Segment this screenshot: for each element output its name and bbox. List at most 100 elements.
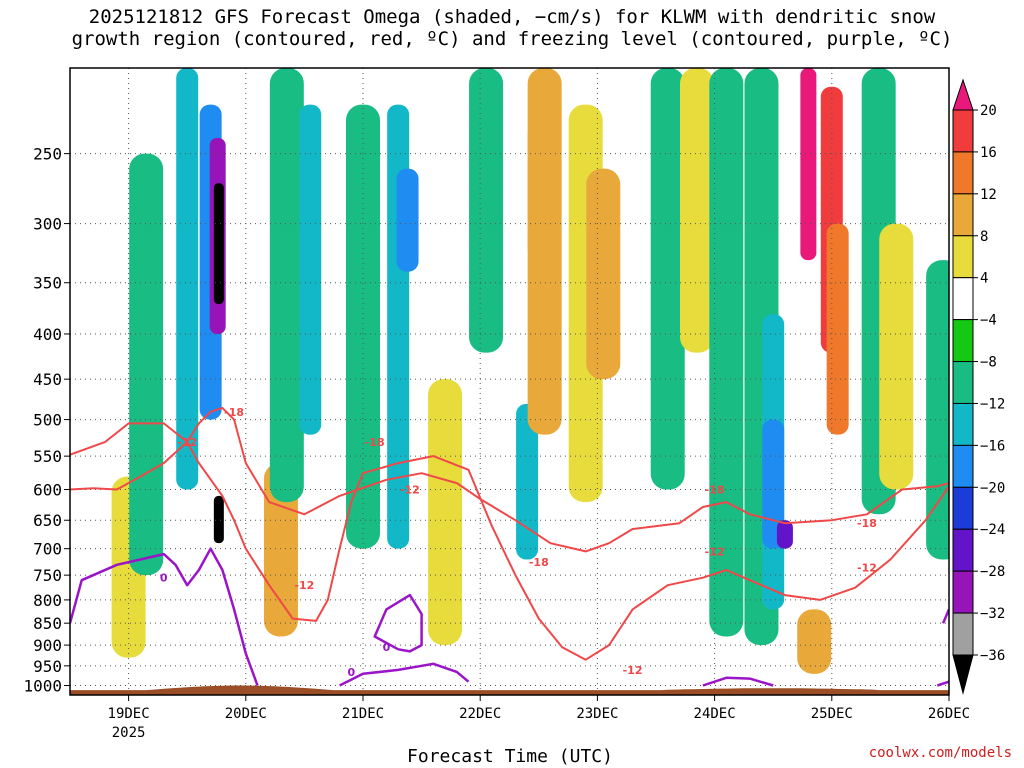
omega-region bbox=[776, 520, 793, 549]
chart-title-line-1: 2025121812 GFS Forecast Omega (shaded, −… bbox=[88, 6, 936, 28]
x-tick-sublabel: 2025 bbox=[112, 725, 146, 741]
colorbar-label: 20 bbox=[980, 103, 997, 119]
colorbar-label: −32 bbox=[980, 606, 1005, 622]
colorbar-band bbox=[952, 528, 974, 572]
freezing-contour-label: 0 bbox=[383, 641, 391, 654]
x-axis-label: Forecast Time (UTC) bbox=[407, 746, 613, 767]
x-tick-label: 21DEC bbox=[342, 706, 384, 722]
omega-region bbox=[797, 609, 832, 674]
omega-region bbox=[586, 168, 621, 380]
x-tick-label: 26DEC bbox=[928, 706, 970, 722]
x-tick-label: 22DEC bbox=[459, 706, 501, 722]
colorbar: 20 16 12 8 4 −4 −8 −12 −16 −20 −24 −28 −32 −36 bbox=[952, 78, 1005, 695]
omega-region bbox=[527, 68, 562, 435]
omega-region bbox=[129, 153, 164, 576]
colorbar-band bbox=[952, 78, 974, 111]
y-tick-label: 650 bbox=[33, 511, 62, 530]
dgz-contour-label: -12 bbox=[705, 545, 725, 558]
y-tick-label: 700 bbox=[33, 540, 62, 559]
colorbar-label: −8 bbox=[980, 355, 997, 371]
y-tick-label: 400 bbox=[33, 325, 62, 344]
x-tick-label: 19DEC bbox=[108, 706, 150, 722]
colorbar-label: −36 bbox=[980, 648, 1005, 664]
y-tick-label: 850 bbox=[33, 614, 62, 633]
x-tick-label: 25DEC bbox=[811, 706, 853, 722]
dgz-contour bbox=[70, 422, 949, 661]
colorbar-band bbox=[952, 570, 974, 614]
colorbar-band bbox=[952, 151, 974, 195]
x-tick-label: 24DEC bbox=[694, 706, 736, 722]
colorbar-band bbox=[952, 319, 974, 363]
omega-region bbox=[213, 183, 224, 305]
colorbar-band bbox=[952, 109, 974, 153]
freezing-contour bbox=[936, 680, 949, 687]
dgz-contour-label: -18 bbox=[224, 406, 244, 419]
omega-region bbox=[263, 463, 298, 637]
omega-region bbox=[346, 104, 380, 549]
colorbar-band bbox=[952, 193, 974, 237]
omega-region bbox=[680, 68, 715, 353]
freezing-contour bbox=[702, 676, 774, 687]
x-tick-label: 20DEC bbox=[225, 706, 267, 722]
colorbar-label: −20 bbox=[980, 480, 1005, 496]
colorbar-label: 8 bbox=[980, 229, 988, 245]
colorbar-band bbox=[952, 654, 974, 695]
contour-labels: -18 -12 -18 -12 -18 -12 -12 -18 -12 -18 -12 0 0 0 bbox=[160, 406, 877, 679]
colorbar-band bbox=[952, 612, 974, 656]
freezing-contour bbox=[373, 593, 423, 653]
omega-region bbox=[469, 68, 504, 353]
omega-region bbox=[879, 223, 914, 490]
dgz-contour-label: -18 bbox=[857, 517, 877, 530]
y-tick-label: 350 bbox=[33, 274, 62, 293]
terrain-fill bbox=[70, 685, 949, 695]
freezing-contour-label: 0 bbox=[160, 572, 168, 585]
y-tick-label: 750 bbox=[33, 566, 62, 585]
plot-frame bbox=[69, 67, 950, 696]
freezing-contour bbox=[339, 662, 470, 687]
colorbar-label: −12 bbox=[980, 396, 1005, 412]
y-tick-label: 950 bbox=[33, 657, 62, 676]
freezing-contour-label: 0 bbox=[347, 666, 355, 679]
y-tick-label: 800 bbox=[33, 591, 62, 610]
colorbar-band bbox=[952, 402, 974, 446]
colorbar-label: 4 bbox=[980, 271, 988, 287]
colorbar-label: 12 bbox=[980, 187, 997, 203]
omega-region bbox=[299, 104, 322, 435]
credit-link[interactable]: coolwx.com/models bbox=[868, 745, 1012, 761]
omega-region bbox=[176, 68, 199, 490]
colorbar-band bbox=[952, 361, 974, 404]
dgz-contour-label: -12 bbox=[623, 664, 643, 677]
dgz-contour-label: -18 bbox=[365, 436, 385, 449]
dgz-contour-label: -12 bbox=[294, 579, 314, 592]
colorbar-band bbox=[952, 444, 974, 488]
x-axis: 19DEC 2025 20DEC 21DEC 22DEC 23DEC 24DEC 25DEC 2… bbox=[108, 695, 970, 741]
omega-region bbox=[269, 68, 304, 503]
freezing-contour bbox=[941, 608, 949, 624]
omega-region bbox=[800, 68, 817, 261]
chart-title: 2025121812 GFS Forecast Omega (shaded, −… bbox=[0, 6, 1024, 50]
omega-region bbox=[428, 379, 463, 646]
omega-region bbox=[213, 495, 224, 544]
colorbar-band bbox=[952, 277, 974, 321]
y-tick-label: 250 bbox=[33, 145, 62, 164]
colorbar-label: −16 bbox=[980, 438, 1005, 454]
colorbar-label: −4 bbox=[980, 313, 997, 329]
dgz-contour bbox=[70, 406, 949, 553]
chart-title-line-2: growth region (contoured, red, ºC) and f… bbox=[71, 28, 953, 50]
dgz-contour-label: -12 bbox=[400, 484, 420, 497]
colorbar-label: 16 bbox=[980, 145, 997, 161]
y-axis: 250 300 350 400 450 500 550 600 650 700 750 800 850 9… bbox=[23, 145, 70, 696]
y-tick-label: 550 bbox=[33, 447, 62, 466]
y-tick-label: 900 bbox=[33, 636, 62, 655]
y-tick-label: 1000 bbox=[23, 677, 62, 696]
dgz-contour-label: -18 bbox=[529, 556, 549, 569]
colorbar-label: −24 bbox=[980, 522, 1005, 538]
y-tick-label: 600 bbox=[33, 481, 62, 500]
y-tick-label: 300 bbox=[33, 215, 62, 234]
contour-lines bbox=[70, 406, 949, 687]
omega-region bbox=[709, 68, 744, 637]
terrain-layer bbox=[70, 685, 949, 695]
freezing-contour bbox=[70, 547, 259, 686]
y-tick-label: 450 bbox=[33, 370, 62, 389]
